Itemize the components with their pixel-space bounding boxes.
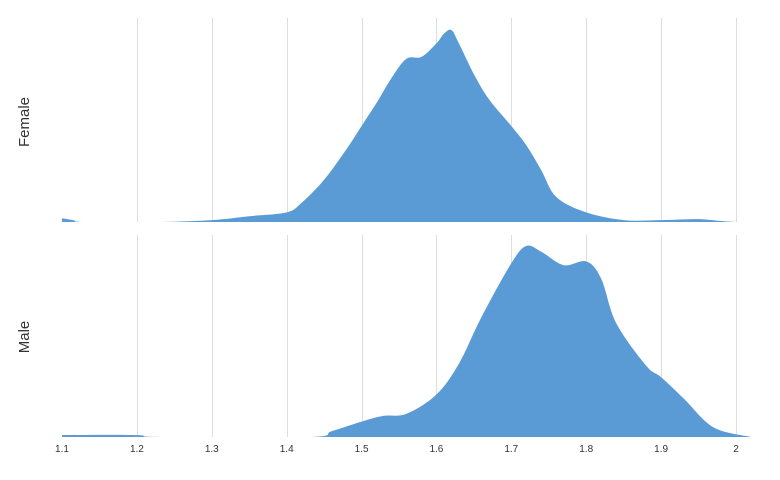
x-tick-label: 1.7	[504, 444, 518, 455]
x-tick-label: 1.6	[429, 444, 443, 455]
density-areas	[62, 29, 751, 438]
x-tick-label: 1.5	[355, 444, 369, 455]
x-tick-label: 2	[733, 444, 739, 455]
x-tick-label: 1.8	[579, 444, 593, 455]
density-area-male	[62, 245, 751, 438]
panel-label-male: Male	[16, 321, 33, 354]
x-tick-label: 1.4	[280, 444, 294, 455]
x-tick-label: 1.3	[205, 444, 219, 455]
panel-baselines	[62, 222, 756, 438]
panel-label-female: Female	[16, 97, 33, 147]
x-axis-ticks: 1.1 1.2 1.3 1.4 1.5 1.6 1.7 1.8 1.9 2	[55, 444, 739, 455]
x-tick-label: 1.9	[654, 444, 668, 455]
x-tick-label: 1.1	[55, 444, 69, 455]
density-area-female	[62, 29, 736, 223]
x-tick-label: 1.2	[130, 444, 144, 455]
